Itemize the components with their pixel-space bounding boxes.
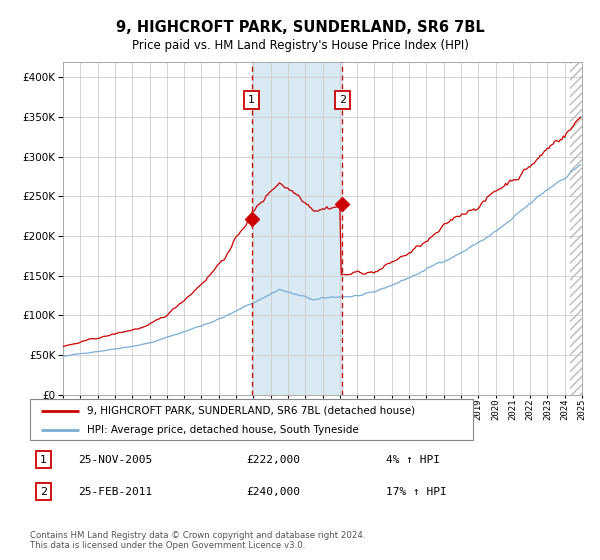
Text: Contains HM Land Registry data © Crown copyright and database right 2024.
This d: Contains HM Land Registry data © Crown c… <box>30 531 365 550</box>
Bar <box>251 62 343 395</box>
Text: 1: 1 <box>40 455 47 465</box>
Text: 4% ↑ HPI: 4% ↑ HPI <box>386 455 440 465</box>
Text: Price paid vs. HM Land Registry's House Price Index (HPI): Price paid vs. HM Land Registry's House … <box>131 39 469 52</box>
Text: 9, HIGHCROFT PARK, SUNDERLAND, SR6 7BL: 9, HIGHCROFT PARK, SUNDERLAND, SR6 7BL <box>116 20 484 35</box>
Text: £240,000: £240,000 <box>246 487 300 497</box>
Text: HPI: Average price, detached house, South Tyneside: HPI: Average price, detached house, Sout… <box>86 424 358 435</box>
Text: 25-NOV-2005: 25-NOV-2005 <box>79 455 153 465</box>
Text: 1: 1 <box>248 95 255 105</box>
Text: £222,000: £222,000 <box>246 455 300 465</box>
Text: 2: 2 <box>339 95 346 105</box>
Bar <box>30 399 473 440</box>
Bar <box>570 62 582 395</box>
Text: 17% ↑ HPI: 17% ↑ HPI <box>386 487 447 497</box>
Text: 25-FEB-2011: 25-FEB-2011 <box>79 487 153 497</box>
Text: 2: 2 <box>40 487 47 497</box>
Text: 9, HIGHCROFT PARK, SUNDERLAND, SR6 7BL (detached house): 9, HIGHCROFT PARK, SUNDERLAND, SR6 7BL (… <box>86 405 415 416</box>
